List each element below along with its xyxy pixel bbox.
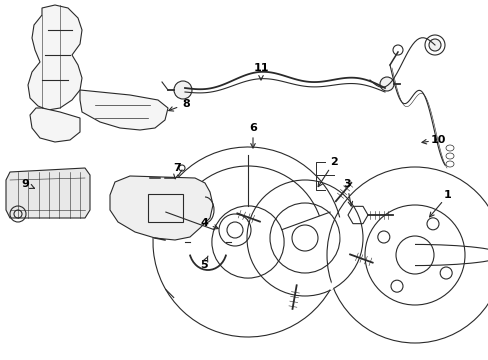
Text: 9: 9 xyxy=(21,179,29,189)
Text: 3: 3 xyxy=(343,179,350,189)
Text: 11: 11 xyxy=(253,63,268,73)
Polygon shape xyxy=(30,108,80,142)
Bar xyxy=(148,194,183,222)
Circle shape xyxy=(379,77,393,91)
Text: 2: 2 xyxy=(329,157,337,167)
Circle shape xyxy=(428,39,440,51)
Text: 6: 6 xyxy=(248,123,256,133)
Text: 5: 5 xyxy=(200,260,207,270)
Text: 4: 4 xyxy=(200,218,207,228)
Polygon shape xyxy=(80,90,168,130)
Text: 8: 8 xyxy=(182,99,189,109)
Text: 1: 1 xyxy=(443,190,451,200)
Polygon shape xyxy=(6,168,90,218)
Polygon shape xyxy=(110,176,213,240)
Text: 7: 7 xyxy=(173,163,181,173)
Polygon shape xyxy=(28,5,82,110)
Circle shape xyxy=(174,81,192,99)
Text: 10: 10 xyxy=(429,135,445,145)
